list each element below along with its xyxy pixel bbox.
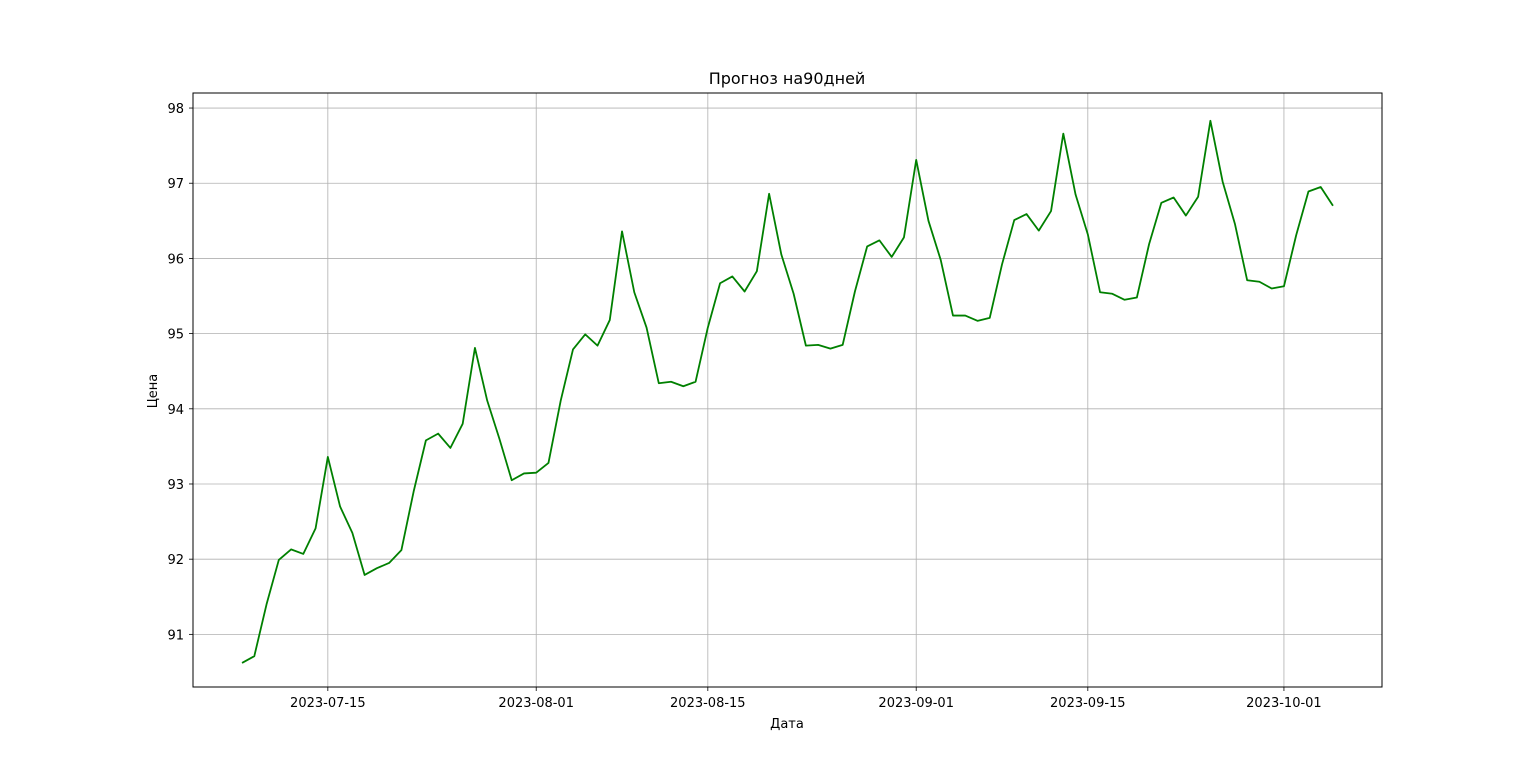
x-axis-label: Дата <box>770 717 804 732</box>
y-tick-label: 94 <box>167 403 184 418</box>
x-tick-label: 2023-09-01 <box>878 696 954 711</box>
y-tick-label: 93 <box>167 478 184 493</box>
axis-ticks: 2023-07-15 2023-08-01 2023-08-15 2023-09-01… <box>167 102 1321 711</box>
plot-frame <box>192 92 1383 688</box>
series-layer <box>241 119 1334 664</box>
x-tick-label: 2023-07-15 <box>290 696 366 711</box>
y-tick-label: 98 <box>167 102 184 117</box>
x-tick-label: 2023-10-01 <box>1246 696 1322 711</box>
y-tick-label: 95 <box>167 328 184 343</box>
series-line-0 <box>241 119 1334 664</box>
y-tick-label: 91 <box>167 628 184 643</box>
y-tick-label: 92 <box>167 553 184 568</box>
grid <box>193 93 1382 687</box>
chart-title: Прогноз на90дней <box>709 69 866 88</box>
x-tick-label: 2023-08-15 <box>670 696 746 711</box>
x-tick-label: 2023-09-15 <box>1050 696 1126 711</box>
y-axis-label: Цена <box>146 374 161 409</box>
y-tick-label: 96 <box>167 252 184 267</box>
x-tick-label: 2023-08-01 <box>498 696 574 711</box>
y-tick-label: 97 <box>167 177 184 192</box>
